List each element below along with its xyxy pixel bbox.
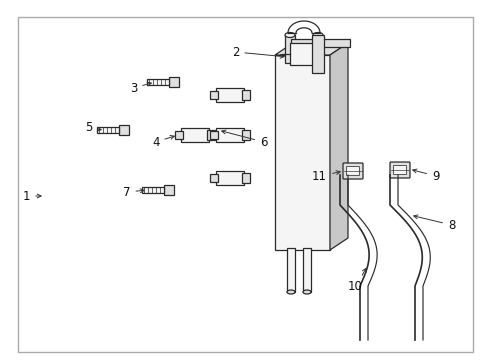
Ellipse shape [286,290,294,294]
Bar [312,35,323,63]
FancyBboxPatch shape [346,166,359,176]
Bar [290,39,349,47]
Bar [142,187,163,193]
Bar [242,90,249,100]
Text: 10: 10 [347,268,366,293]
Bar [209,131,218,139]
Bar [147,79,169,85]
Bar [181,128,208,142]
Bar [169,77,179,87]
FancyBboxPatch shape [393,166,406,175]
Ellipse shape [312,32,323,37]
Text: 8: 8 [413,215,454,231]
Bar [216,171,244,185]
Bar [286,248,294,292]
Bar [209,174,218,182]
Text: 3: 3 [130,81,151,95]
Ellipse shape [285,32,294,37]
Polygon shape [329,43,347,250]
Polygon shape [274,43,347,55]
Text: 11: 11 [311,170,340,183]
Bar [216,88,244,102]
Bar [216,128,244,142]
Text: 9: 9 [412,169,439,183]
Bar [311,35,324,73]
Bar [303,248,310,292]
Bar [163,185,174,195]
Bar [97,127,119,133]
Bar [175,131,183,139]
Bar [285,35,294,63]
FancyBboxPatch shape [342,163,362,179]
Bar [119,125,129,135]
Text: 6: 6 [221,130,267,149]
Text: 5: 5 [85,121,92,134]
Bar [274,55,329,250]
Bar [206,130,215,140]
Text: 4: 4 [152,135,174,149]
Bar [242,173,249,183]
Text: 1: 1 [23,189,30,202]
Bar [289,43,319,65]
Ellipse shape [303,290,310,294]
FancyBboxPatch shape [389,162,409,178]
Text: 2: 2 [231,45,284,59]
Bar [242,130,249,140]
Bar [209,91,218,99]
Text: 7: 7 [123,185,144,198]
